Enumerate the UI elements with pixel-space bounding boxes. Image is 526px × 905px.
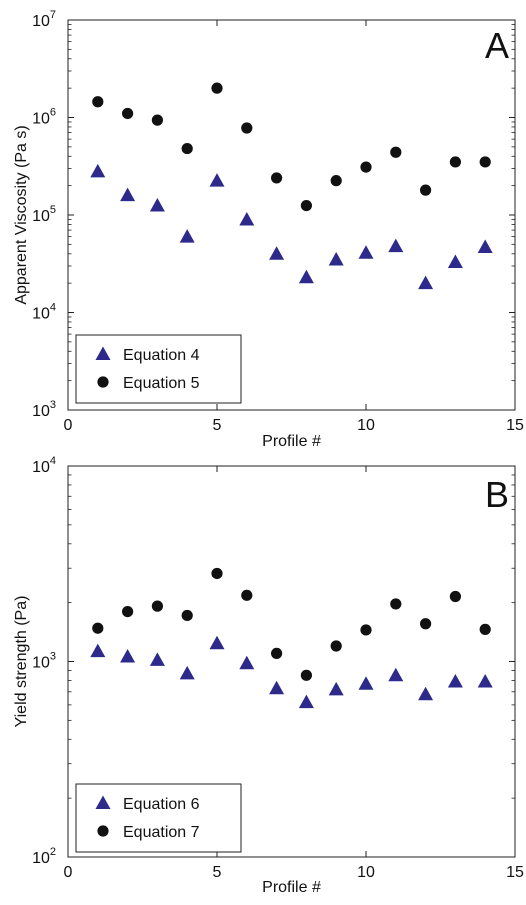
x-tick-label: 0 <box>64 417 73 434</box>
data-point-triangle <box>328 251 344 266</box>
legend-box <box>75 334 242 404</box>
data-point-circle <box>241 589 253 601</box>
data-point-triangle <box>90 643 106 658</box>
chart-panel-b: 0 5 10 15 102 103 104 Profile # Yield strength (… <box>13 455 524 896</box>
data-point-circle <box>92 96 104 108</box>
legend: Equation 4 Equation 5 <box>75 334 242 404</box>
legend-label: Equation 4 <box>123 347 200 364</box>
data-point-triangle <box>269 246 285 260</box>
data-point-circle <box>181 142 193 155</box>
data-point-triangle <box>209 173 225 187</box>
data-point-triangle <box>179 665 195 680</box>
data-point-triangle <box>358 245 374 259</box>
data-point-triangle <box>388 667 404 682</box>
panel-label: B <box>485 474 509 515</box>
data-point-circle <box>181 609 193 622</box>
data-point-circle <box>151 114 163 126</box>
data-point-triangle <box>149 652 165 666</box>
data-point-circle <box>271 647 283 660</box>
x-tick-label: 10 <box>357 417 375 434</box>
series-equation-5 <box>92 82 491 212</box>
series-equation-4 <box>90 163 493 290</box>
data-point-circle <box>151 600 163 612</box>
y-tick-label: 107 <box>32 9 56 30</box>
data-point-circle <box>300 669 312 681</box>
data-point-triangle <box>239 211 255 226</box>
y-tick-label: 105 <box>32 204 56 225</box>
data-point-triangle <box>120 187 136 202</box>
data-point-triangle <box>209 635 225 650</box>
data-point-circle <box>360 161 372 173</box>
data-point-triangle <box>477 239 493 253</box>
data-point-triangle <box>90 163 106 178</box>
y-tick-label: 104 <box>32 455 56 476</box>
data-point-circle <box>211 82 223 94</box>
data-point-circle <box>420 618 432 630</box>
legend-label: Equation 6 <box>123 796 200 813</box>
legend-label: Equation 7 <box>123 824 200 841</box>
panel-label: A <box>485 25 509 66</box>
data-point-circle <box>211 567 223 580</box>
data-point-triangle <box>149 198 165 212</box>
data-point-triangle <box>298 694 314 709</box>
data-point-circle <box>420 184 432 196</box>
data-point-circle <box>271 172 283 184</box>
data-point-triangle <box>239 655 255 670</box>
legend-marker-circle <box>97 376 109 388</box>
legend: Equation 6 Equation 7 <box>75 783 242 853</box>
y-tick-label: 103 <box>32 399 56 420</box>
chart-panel-a: 0 5 10 15 103 104 105 106 107 Profile # Apparent V… <box>13 9 524 450</box>
x-axis-label: Profile # <box>262 879 321 896</box>
data-point-triangle <box>477 674 493 688</box>
data-point-circle <box>300 199 312 212</box>
data-point-triangle <box>388 238 404 253</box>
data-point-triangle <box>358 676 374 690</box>
data-point-circle <box>330 175 342 187</box>
legend-box <box>75 783 242 853</box>
x-tick-label: 10 <box>357 864 375 881</box>
y-axis-label: Yield strength (Pa) <box>13 596 30 728</box>
y-tick-label: 102 <box>32 846 56 867</box>
data-point-circle <box>330 640 342 652</box>
y-tick-label: 104 <box>32 302 56 323</box>
data-point-circle <box>122 107 134 120</box>
legend-marker-circle <box>97 825 109 837</box>
data-point-triangle <box>447 254 463 268</box>
data-point-circle <box>390 598 402 610</box>
series-equation-6 <box>90 635 493 709</box>
y-tick-label: 103 <box>32 651 56 672</box>
y-axis-label: Apparent Viscosity (Pa s) <box>13 125 30 304</box>
series-equation-7 <box>92 567 491 681</box>
data-point-circle <box>241 122 253 134</box>
x-tick-label: 5 <box>213 417 222 434</box>
x-tick-label: 5 <box>213 864 222 881</box>
data-point-triangle <box>269 680 285 695</box>
legend-marker-triangle <box>95 346 111 360</box>
data-point-circle <box>390 146 402 158</box>
legend-label: Equation 5 <box>123 375 200 392</box>
data-point-circle <box>122 605 134 618</box>
data-point-circle <box>92 622 104 634</box>
data-point-circle <box>479 623 491 635</box>
x-axis-label: Profile # <box>262 433 321 450</box>
x-tick-label: 0 <box>64 864 73 881</box>
data-point-triangle <box>418 275 434 290</box>
data-point-triangle <box>179 229 195 243</box>
data-point-circle <box>449 590 461 603</box>
data-point-triangle <box>418 686 434 701</box>
x-tick-label: 15 <box>506 417 524 434</box>
data-point-circle <box>479 156 491 168</box>
data-point-triangle <box>447 674 463 688</box>
data-point-circle <box>360 624 372 636</box>
data-point-circle <box>449 156 461 168</box>
data-point-triangle <box>120 649 136 663</box>
x-tick-label: 15 <box>506 864 524 881</box>
data-point-triangle <box>328 681 344 696</box>
data-point-triangle <box>298 269 314 284</box>
y-tick-label: 106 <box>32 107 56 128</box>
legend-marker-triangle <box>95 795 111 809</box>
